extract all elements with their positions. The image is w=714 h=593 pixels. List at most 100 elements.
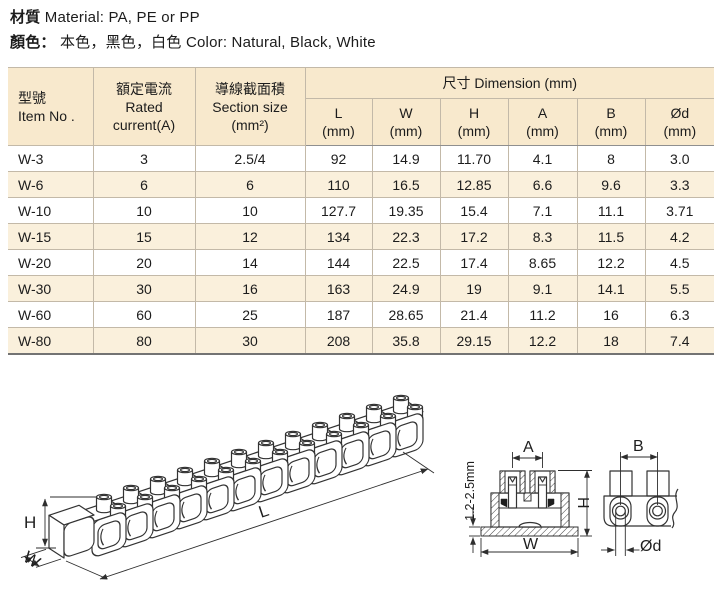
table-row: W-20 20 14 144 22.5 17.4 8.65 12.2 4.5 [8, 249, 714, 276]
material-line: 材質 Material: PA, PE or PP [10, 6, 200, 27]
value-cell: 15.4 [439, 197, 509, 224]
table-row: W-10 10 10 127.7 19.35 15.4 7.1 11.1 3.71 [8, 197, 714, 224]
value-cell: 14 [194, 249, 306, 276]
col-header-section-cjk: 導線截面積 [215, 80, 285, 97]
section-a-label: A [523, 439, 534, 456]
col-B-unit: (mm) [594, 123, 628, 139]
value-cell: 6 [92, 171, 196, 198]
color-text: Color: Natural, Black, White [185, 34, 376, 51]
item-no-cell: W-15 [8, 223, 94, 250]
cross-section-drawing: A H W 1.2-2.5mm [465, 439, 592, 557]
value-cell: 110 [304, 171, 373, 198]
value-cell: 4.2 [644, 223, 714, 250]
color-line: 顏色： 本色，黑色，白色 Color: Natural, Black, Whit… [10, 31, 376, 52]
table-row: W-15 15 12 134 22.3 17.2 8.3 11.5 4.2 [8, 223, 714, 250]
value-cell: 4.1 [507, 145, 578, 172]
side-od-label: Ød [640, 538, 661, 555]
value-cell: 144 [304, 249, 373, 276]
side-b-label: B [633, 438, 644, 455]
table-row: W-3 3 2.5/4 92 14.9 11.70 4.1 8 3.0 [8, 145, 714, 172]
side-dimensions: B Ød [601, 438, 661, 556]
value-cell: 15 [92, 223, 196, 250]
value-cell: 22.5 [371, 249, 441, 276]
screw-right [537, 476, 548, 509]
col-header-A: A (mm) [507, 98, 578, 146]
isometric-terminal-strip-drawing: H W L [20, 394, 435, 580]
value-cell: 3.71 [644, 197, 714, 224]
side-body [603, 470, 679, 529]
col-A-name: A [537, 105, 548, 121]
value-cell: 17.4 [439, 249, 509, 276]
value-cell: 14.1 [576, 275, 646, 302]
table-row: W-60 60 25 187 28.65 21.4 11.2 16 6.3 [8, 301, 714, 328]
spec-table-header: 型號 Item No . 額定電流 Rated current(A) 導線截面積… [8, 67, 714, 146]
value-cell: 2.5/4 [194, 145, 306, 172]
value-cell: 163 [304, 275, 373, 302]
value-cell: 11.70 [439, 145, 509, 172]
material-text: Material: PA, PE or PP [44, 9, 200, 26]
section-h-label: H [574, 497, 591, 509]
col-A-unit: (mm) [526, 123, 559, 139]
value-cell: 16 [194, 275, 306, 302]
value-cell: 60 [92, 301, 196, 328]
col-header-rated-current: 額定電流 Rated current(A) [92, 67, 196, 146]
iso-l-label: L [256, 501, 271, 522]
section-w-label: W [523, 536, 539, 553]
col-header-L: L (mm) [305, 98, 373, 146]
color-label: 顏色： [10, 34, 56, 51]
value-cell: 16.5 [371, 171, 441, 198]
item-no-cell: W-6 [8, 171, 94, 198]
value-cell: 18 [576, 327, 646, 355]
col-header-dimension: 尺寸 Dimension (mm) [304, 67, 714, 99]
item-no-cell: W-30 [8, 275, 94, 302]
value-cell: 8 [576, 145, 646, 172]
iso-h-label: H [24, 513, 36, 532]
value-cell: 9.1 [507, 275, 578, 302]
value-cell: 8.3 [507, 223, 578, 250]
col-B-name: B [606, 105, 616, 121]
value-cell: 6 [194, 171, 306, 198]
col-header-rated-en1: Rated [125, 98, 163, 115]
value-cell: 11.5 [576, 223, 646, 250]
col-header-section-en2: (mm²) [231, 116, 269, 133]
col-header-B: B (mm) [576, 98, 646, 146]
spec-table-body: W-3 3 2.5/4 92 14.9 11.70 4.1 8 3.0 W-6 6 6 110 16.5 1… [8, 145, 714, 355]
value-cell: 28.65 [371, 301, 441, 328]
value-cell: 9.6 [576, 171, 646, 198]
col-header-section-size: 導線截面積 Section size (mm²) [194, 67, 306, 146]
item-no-cell: W-10 [8, 197, 94, 224]
table-row: W-6 6 6 110 16.5 12.85 6.6 9.6 3.3 [8, 171, 714, 198]
value-cell: 17.2 [439, 223, 509, 250]
col-header-rated-cjk: 額定電流 [116, 80, 172, 97]
value-cell: 3.3 [644, 171, 714, 198]
value-cell: 4.5 [644, 249, 714, 276]
side-view-drawing: B Ød [601, 438, 679, 556]
value-cell: 35.8 [371, 327, 441, 355]
col-W-unit: (mm) [389, 123, 423, 139]
section-body [480, 470, 579, 537]
section-thickness-label: 1.2-2.5mm [465, 461, 477, 521]
color-values: 本色，黑色，白色 [59, 34, 182, 51]
col-H-name: H [468, 105, 480, 121]
value-cell: 19.35 [371, 197, 441, 224]
value-cell: 7.1 [507, 197, 578, 224]
value-cell: 10 [92, 197, 196, 224]
value-cell: 25 [194, 301, 306, 328]
col-header-section-en1: Section size [212, 98, 288, 115]
value-cell: 19 [439, 275, 509, 302]
iso-dimensions: H W L [20, 451, 435, 580]
item-no-cell: W-20 [8, 249, 94, 276]
value-cell: 21.4 [439, 301, 509, 328]
value-cell: 20 [92, 249, 196, 276]
col-header-rated-en2: current(A) [112, 116, 176, 133]
value-cell: 3 [92, 145, 196, 172]
terminal-strip-body [48, 394, 424, 559]
item-no-cell: W-60 [8, 301, 94, 328]
value-cell: 24.9 [371, 275, 441, 302]
strip-end-block [48, 504, 95, 559]
value-cell: 92 [304, 145, 373, 172]
value-cell: 134 [304, 223, 373, 250]
item-no-cell: W-80 [8, 327, 94, 355]
value-cell: 187 [304, 301, 373, 328]
